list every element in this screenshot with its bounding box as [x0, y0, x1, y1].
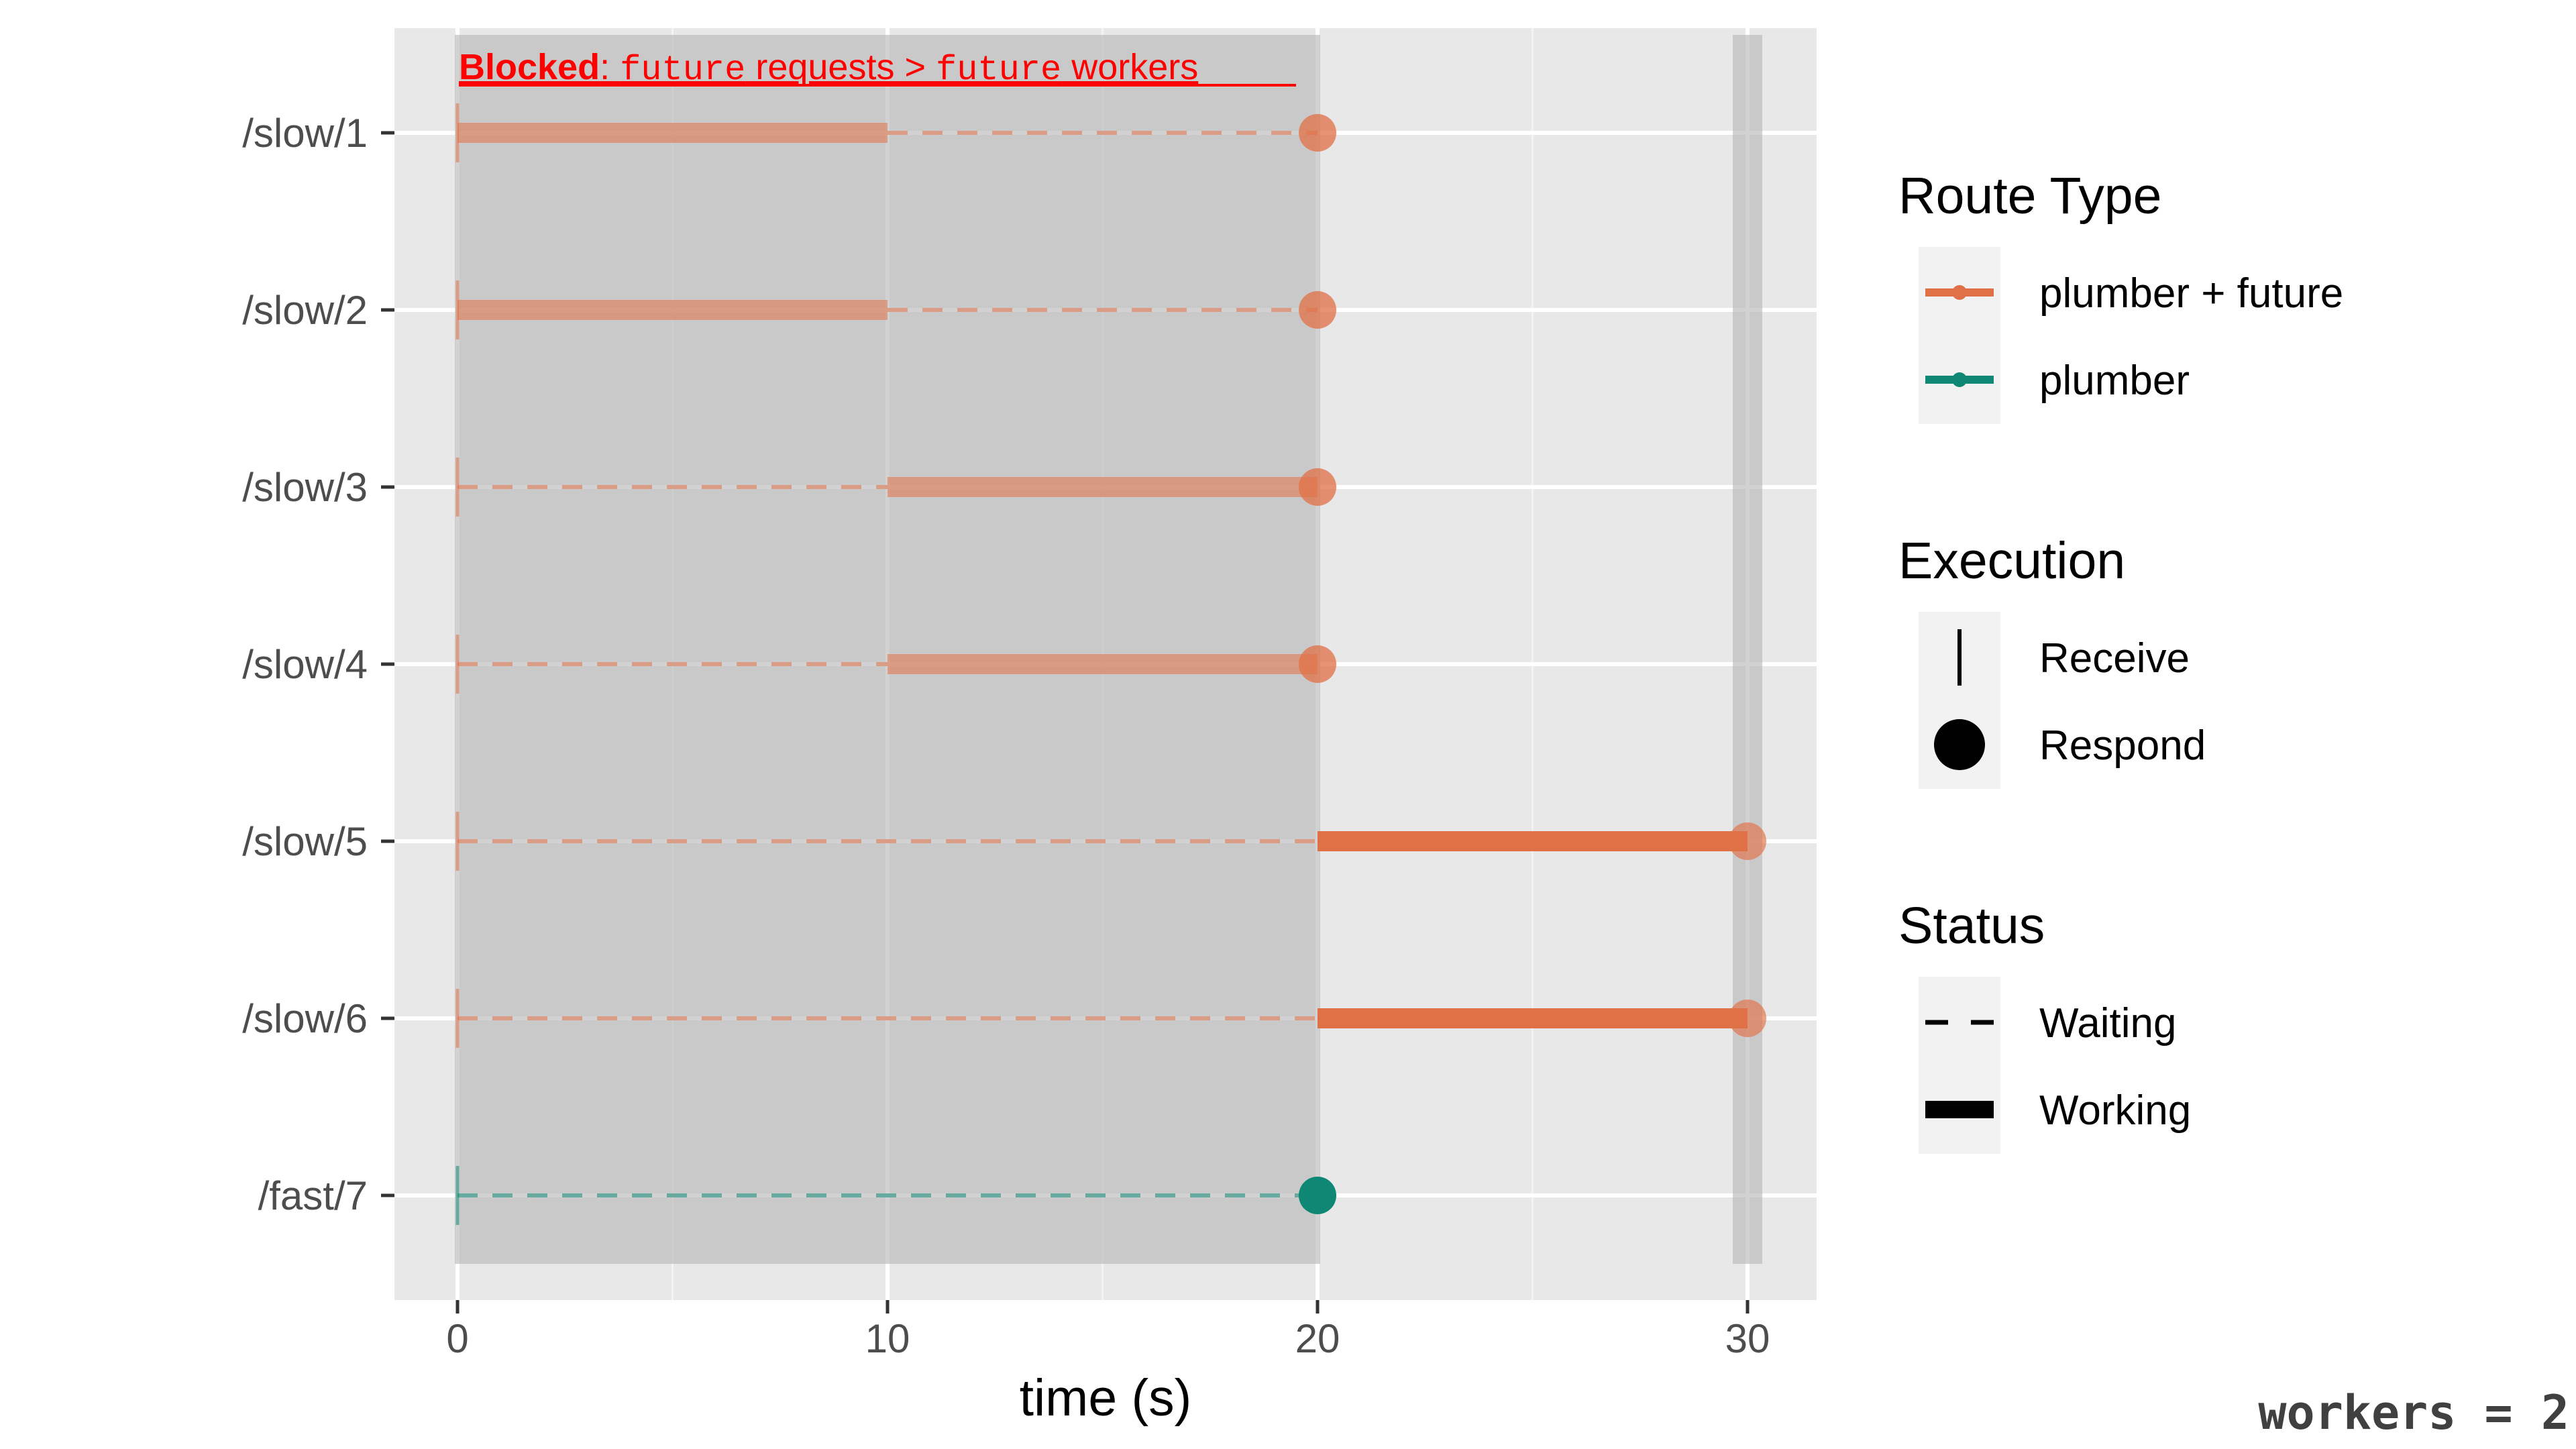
legend-label-plumber-future: plumber + future: [2039, 270, 2343, 317]
blocked-annotation-part: future: [620, 50, 745, 90]
x-tick-label: 20: [1295, 1316, 1340, 1361]
x-tick-label: 0: [446, 1316, 468, 1361]
y-tick-label-slow-2: /slow/2: [242, 288, 368, 333]
respond-point-fast-7: [1299, 1177, 1336, 1214]
y-tick-label-slow-6: /slow/6: [242, 996, 368, 1041]
y-tick-label-slow-3: /slow/3: [242, 465, 368, 510]
x-tick-label: 30: [1725, 1316, 1770, 1361]
x-tick-label: 10: [865, 1316, 910, 1361]
legend-label-waiting: Waiting: [2039, 1000, 2176, 1046]
legend-label-working: Working: [2039, 1087, 2191, 1134]
legend-key-point-plumber-future: [1952, 285, 1967, 300]
legend-key-background: [1919, 977, 2000, 1154]
blocked-annotation-part: :: [600, 47, 620, 87]
legend: Route Type plumber + future plumber Executi…: [1898, 167, 2343, 1154]
respond-point-slow-4: [1299, 645, 1336, 683]
respond-point-slow-3: [1299, 468, 1336, 506]
data-marks-layer: Blocked: future requests > future worker…: [455, 47, 1766, 1225]
y-tick-label-slow-1: /slow/1: [242, 111, 368, 156]
end-marker-band: [1733, 35, 1762, 1264]
blocked-annotation-part: requests >: [745, 47, 936, 87]
y-tick-label-slow-4: /slow/4: [242, 642, 368, 687]
respond-point-slow-5: [1729, 822, 1766, 860]
respond-point-slow-2: [1299, 291, 1336, 329]
legend-key-background: [1919, 247, 2000, 424]
blocked-annotation-bold: Blocked: [459, 47, 600, 87]
blocked-annotation-part: workers: [1061, 47, 1198, 87]
workers-label: workers = 2: [2258, 1385, 2569, 1440]
blocked-annotation: Blocked: future requests > future worker…: [459, 47, 1198, 90]
axes-layer: /slow/1/slow/2/slow/3/slow/4/slow/5/slow…: [242, 111, 1770, 1427]
blocked-region-layer: [455, 35, 1762, 1264]
blocked-region: [455, 35, 1320, 1264]
y-tick-label-fast-7: /fast/7: [258, 1173, 368, 1218]
blocked-annotation-part: future: [936, 50, 1061, 90]
legend-label-plumber: plumber: [2039, 358, 2190, 404]
x-axis-title: time (s): [1020, 1369, 1192, 1427]
respond-point-slow-6: [1729, 1000, 1766, 1037]
legend-label-respond: Respond: [2039, 722, 2206, 769]
y-tick-label-slow-5: /slow/5: [242, 819, 368, 864]
legend-title-route-type: Route Type: [1898, 167, 2161, 225]
respond-point-slow-1: [1299, 114, 1336, 152]
legend-title-status: Status: [1898, 897, 2045, 955]
legend-label-receive: Receive: [2039, 635, 2190, 682]
legend-title-execution: Execution: [1898, 532, 2125, 590]
legend-key-respond: [1934, 719, 1985, 770]
legend-key-point-plumber: [1952, 372, 1967, 387]
